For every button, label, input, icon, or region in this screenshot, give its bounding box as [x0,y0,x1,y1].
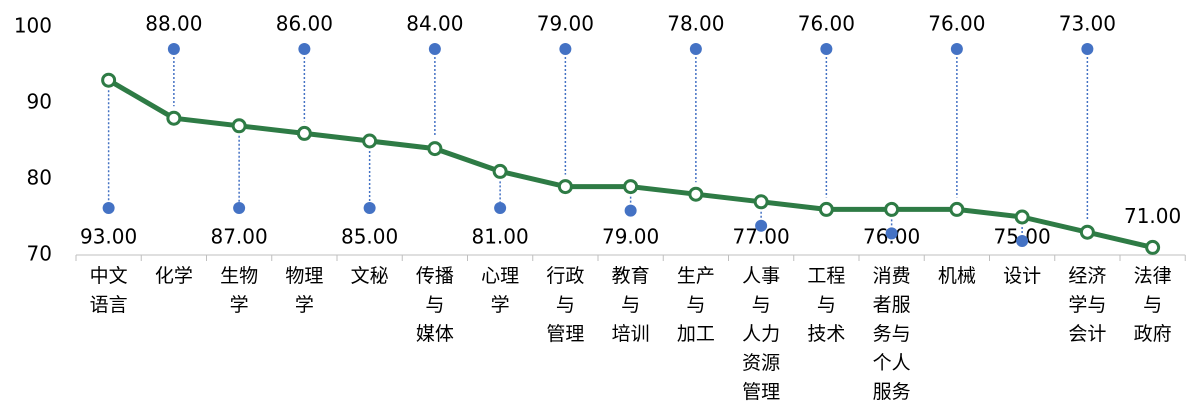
callout-dot [820,43,833,55]
data-label: 87.00 [210,225,267,249]
marker [688,186,704,202]
callout-dot [428,43,441,55]
callout-dot [102,202,115,214]
line [107,78,1154,250]
marker [427,141,443,157]
x-tick-label: 文秘 [350,265,389,287]
y-tick-label: 100 [14,14,52,38]
x-tick-label: 工程 与 技术 [807,265,846,345]
callout-dot [950,43,963,55]
data-label: 71.00 [1124,204,1181,228]
x-tick-label: 化学 [154,265,193,287]
marker [101,72,117,88]
marker [166,110,182,126]
marker [753,194,769,210]
data-label: 85.00 [341,225,398,249]
marker [818,201,834,217]
callout-dot [624,204,637,217]
data-label: 76.00 [928,12,985,36]
callout-dot [1016,235,1029,247]
marker [949,201,965,217]
y-tick-label: 80 [27,166,52,190]
callout-dot [494,202,507,214]
callout-dot [298,43,311,55]
data-label: 81.00 [471,225,528,249]
data-label: 79.00 [537,12,594,36]
x-tick-label: 教育 与 培训 [611,265,650,345]
data-label: 93.00 [80,225,137,249]
callout-dot [689,43,702,55]
data-label: 88.00 [145,12,202,36]
data-label: 84.00 [406,12,463,36]
x-tick-label: 物理 学 [285,265,324,316]
marker [362,133,378,149]
x-tick-label: 机械 [937,265,976,287]
marker [884,201,900,217]
x-tick-label: 经济 学与 会计 [1068,265,1107,345]
x-tick-label: 法律 与 政府 [1133,265,1172,345]
x-tick-label: 行政 与 管理 [546,265,585,345]
x-tick-label: 人事 与 人力 资源 管理 [742,265,781,403]
callout-dot [233,202,246,214]
y-tick-label: 70 [27,242,52,266]
marker [492,163,508,179]
data-label: 79.00 [602,225,659,249]
x-tick-label: 消费 者服 务与 个人 服务 [872,265,911,403]
callout-dot [167,43,180,55]
data-label: 78.00 [667,12,724,36]
marker [231,118,247,134]
callout-dot [559,43,572,55]
x-tick-label: 心理 学 [481,265,520,316]
x-tick-label: 生物 学 [220,265,259,316]
marker [1145,239,1161,255]
x-tick-label: 设计 [1003,265,1042,287]
marker [1079,224,1095,240]
marker [1014,209,1030,225]
data-label: 76.00 [798,12,855,36]
marker [296,125,312,141]
marker [623,179,639,195]
data-label: 73.00 [1059,12,1116,36]
x-tick-label: 中文 语言 [89,265,128,316]
callout-dot [363,202,376,214]
marker [557,179,573,195]
y-tick-label: 90 [27,90,52,114]
callout-dot [1081,43,1094,55]
callout-dot [755,219,768,232]
callout-dot [885,227,898,240]
data-label: 86.00 [276,12,333,36]
x-tick-label: 传播 与 媒体 [415,265,454,345]
x-tick-label: 生产 与 加工 [676,265,715,345]
